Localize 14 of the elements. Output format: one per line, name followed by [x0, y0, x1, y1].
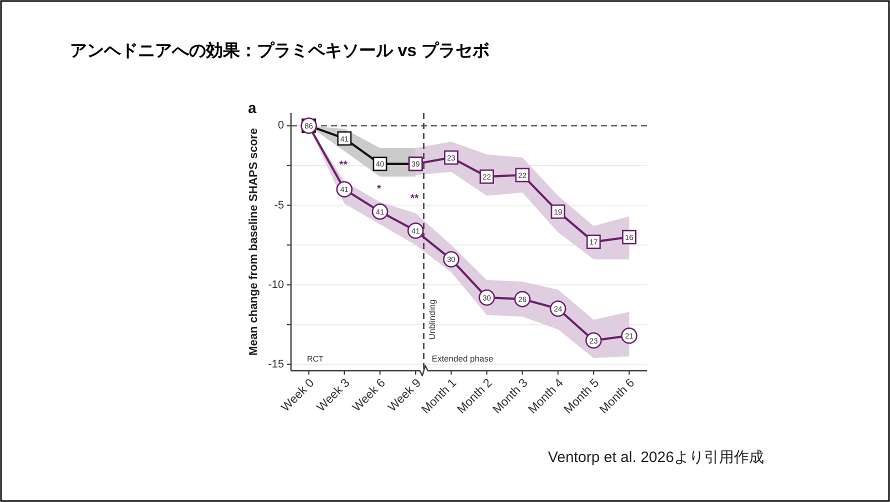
annotation: **	[410, 192, 420, 204]
text: a	[248, 100, 257, 117]
annotation: RCT	[307, 354, 324, 364]
y-tick-label: -10	[268, 278, 284, 291]
annotation: **	[339, 158, 348, 171]
y-tick-label: -5	[274, 199, 284, 212]
annotation: Extended phase	[432, 354, 494, 364]
chart-title: アンヘドニアへの効果：プラミペキソール vs プラセボ	[70, 41, 490, 60]
y-tick-label: 0	[278, 120, 284, 132]
y-tick-label: -15	[268, 358, 284, 370]
annotation: *	[376, 182, 382, 195]
text: Ventorp et al. 2026より引用作成	[548, 449, 764, 466]
annotation: Unblinding	[426, 299, 437, 340]
y-axis-title: Mean change from baseline SHAPS score	[248, 128, 260, 356]
